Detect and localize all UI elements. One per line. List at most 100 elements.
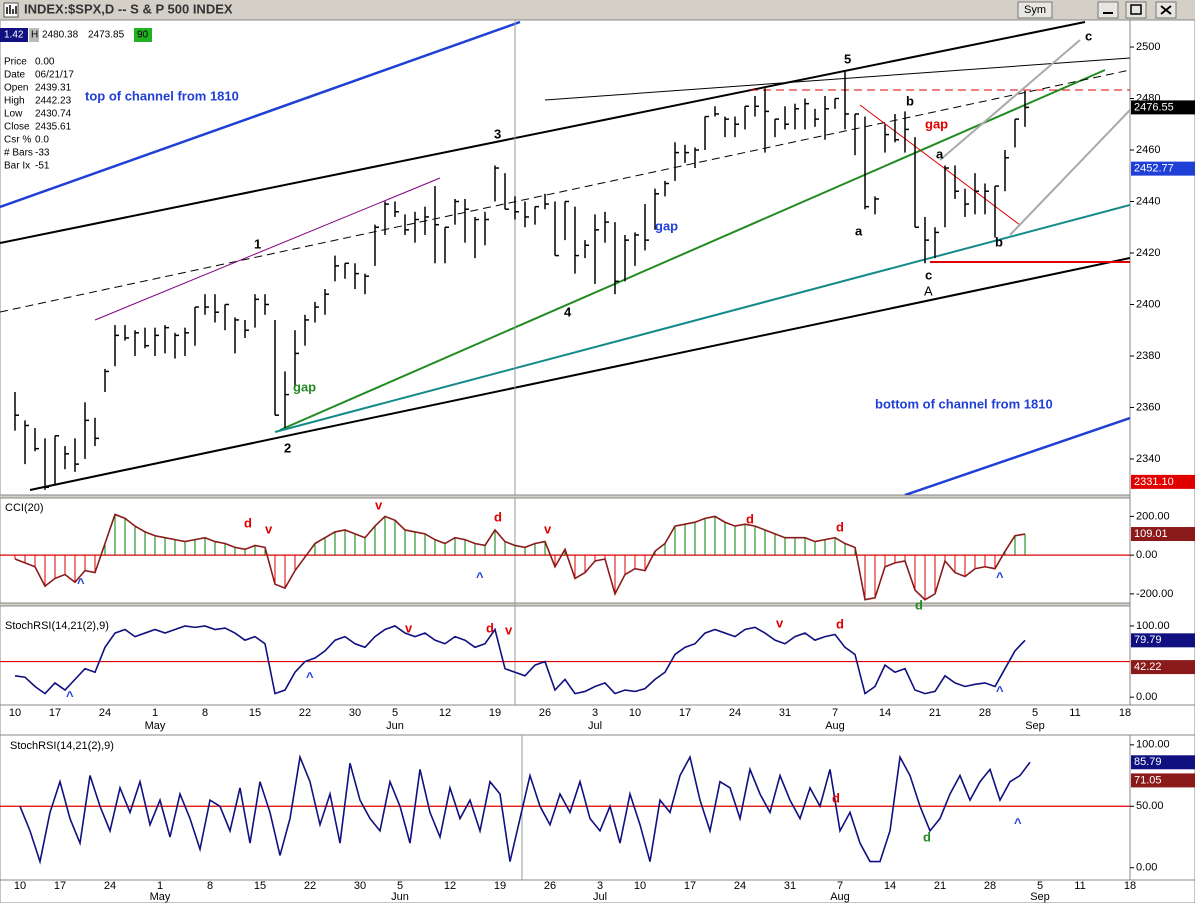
trend-line	[94, 177, 441, 321]
annotation: a	[936, 146, 944, 161]
stochrsi-panel	[0, 605, 1131, 706]
value-axis	[1129, 19, 1195, 706]
annotation: 1	[254, 236, 261, 251]
x-tick-label: 24	[99, 707, 111, 719]
annotation: d	[244, 515, 252, 530]
indicator-line	[14, 625, 1026, 695]
annotation: b	[906, 93, 914, 108]
annotation: c	[925, 267, 932, 282]
x-tick-label: 5	[392, 707, 398, 719]
sym-button[interactable]	[1017, 1, 1053, 19]
x-tick-label: 26	[544, 880, 556, 892]
x-tick-label: 8	[202, 707, 208, 719]
panel-title: CCI(20)	[5, 502, 44, 514]
quote-low: 2473.85	[88, 30, 125, 41]
annotation: a	[855, 223, 863, 238]
x-tick-label: 30	[354, 880, 366, 892]
annotation: d	[832, 790, 840, 805]
info-label: High	[4, 96, 25, 107]
value-label: 2452.77	[1134, 163, 1174, 175]
stochrsi-lower-panel	[0, 734, 1131, 881]
y-tick-label: 2460	[1136, 144, 1160, 156]
month-label: Jul	[588, 720, 602, 732]
marks: 2340236023802400242024402460248025002476…	[0, 41, 1195, 903]
x-tick-label: 10	[9, 707, 21, 719]
x-tick-label: 14	[879, 707, 891, 719]
quote-box	[29, 28, 39, 42]
quote-box	[0, 28, 28, 42]
month-label: Sep	[1030, 891, 1050, 903]
x-tick-label: 3	[597, 880, 603, 892]
annotation: ^	[996, 683, 1004, 698]
annotation: 2	[284, 440, 291, 455]
x-tick-label: 11	[1069, 707, 1080, 719]
x-tick-label: 21	[929, 707, 941, 719]
annotation: d	[486, 620, 494, 635]
annotation: 5	[844, 51, 851, 66]
info-value: 2435.61	[35, 122, 72, 133]
y-tick-label: 2500	[1136, 41, 1160, 53]
x-tick-label: 5	[1032, 707, 1038, 719]
info-label: Price	[4, 57, 27, 68]
info-value: 06/21/17	[35, 70, 74, 81]
month-label: Jun	[386, 720, 404, 732]
annotation: v	[544, 521, 552, 536]
x-tick-label: 7	[837, 880, 843, 892]
month-label: May	[150, 891, 171, 903]
sym-button-label[interactable]: Sym	[1024, 4, 1046, 16]
quote-box	[39, 28, 133, 42]
y-tick-label: 0.00	[1136, 862, 1157, 874]
x-tick-label: 14	[884, 880, 896, 892]
x-tick-label: 8	[207, 880, 213, 892]
info-value: 0.0	[35, 135, 49, 146]
info-value: 2442.23	[35, 96, 72, 107]
x-tick-label: 17	[679, 707, 691, 719]
annotation: v	[776, 615, 784, 630]
annotation: v	[405, 620, 413, 635]
x-tick-label: 1	[152, 707, 158, 719]
x-tick-label: 31	[784, 880, 796, 892]
annotation: ^	[77, 575, 85, 590]
minimize-button[interactable]	[1097, 1, 1119, 19]
value-label: 109.01	[1134, 528, 1168, 540]
y-tick-label: 50.00	[1136, 800, 1164, 812]
x-tick-label: 31	[779, 707, 791, 719]
plot-3	[0, 754, 1130, 865]
trend-line	[0, 69, 1130, 313]
x-tick-label: 24	[104, 880, 116, 892]
value-label-box	[1131, 773, 1195, 788]
x-tick-label: 17	[54, 880, 66, 892]
panel-title: StochRSI(14,21(2),9)	[10, 740, 114, 752]
info-label: Date	[4, 70, 26, 81]
x-tick-label: 24	[729, 707, 741, 719]
maximize-glyph	[1130, 4, 1142, 15]
annotation: 3	[494, 126, 501, 141]
info-label: Bar Ix	[4, 161, 30, 172]
month-label: Aug	[825, 720, 845, 732]
info-label: Csr %	[4, 135, 31, 146]
app-icon-glyph	[6, 5, 17, 14]
annotation: d	[836, 616, 844, 631]
close-glyph	[1160, 5, 1172, 15]
annotation: bottom of channel from 1810	[875, 396, 1053, 411]
channel-line	[904, 416, 1130, 495]
x-tick-label: 28	[979, 707, 991, 719]
x-tick-label: 18	[1119, 707, 1131, 719]
x-tick-label: 10	[14, 880, 26, 892]
x-tick-label: 5	[397, 880, 403, 892]
annotations: top of channel from 1810 bottom of chann…	[66, 28, 1092, 844]
y-tick-label: 2400	[1136, 298, 1160, 310]
x-tick-label: 21	[934, 880, 946, 892]
info-value: -51	[35, 161, 50, 172]
trend-line	[274, 204, 1130, 433]
value-label: 2331.10	[1134, 476, 1174, 488]
y-tick-label: 0.00	[1136, 691, 1157, 703]
value-label: 85.79	[1134, 756, 1162, 768]
month-label: May	[145, 720, 166, 732]
trend-line	[0, 21, 1086, 244]
quote-high-label: H	[31, 30, 38, 41]
annotation: 4	[564, 304, 572, 319]
y-tick-label: 2420	[1136, 247, 1160, 259]
month-label: Aug	[830, 891, 850, 903]
x-tick-label: 24	[734, 880, 746, 892]
